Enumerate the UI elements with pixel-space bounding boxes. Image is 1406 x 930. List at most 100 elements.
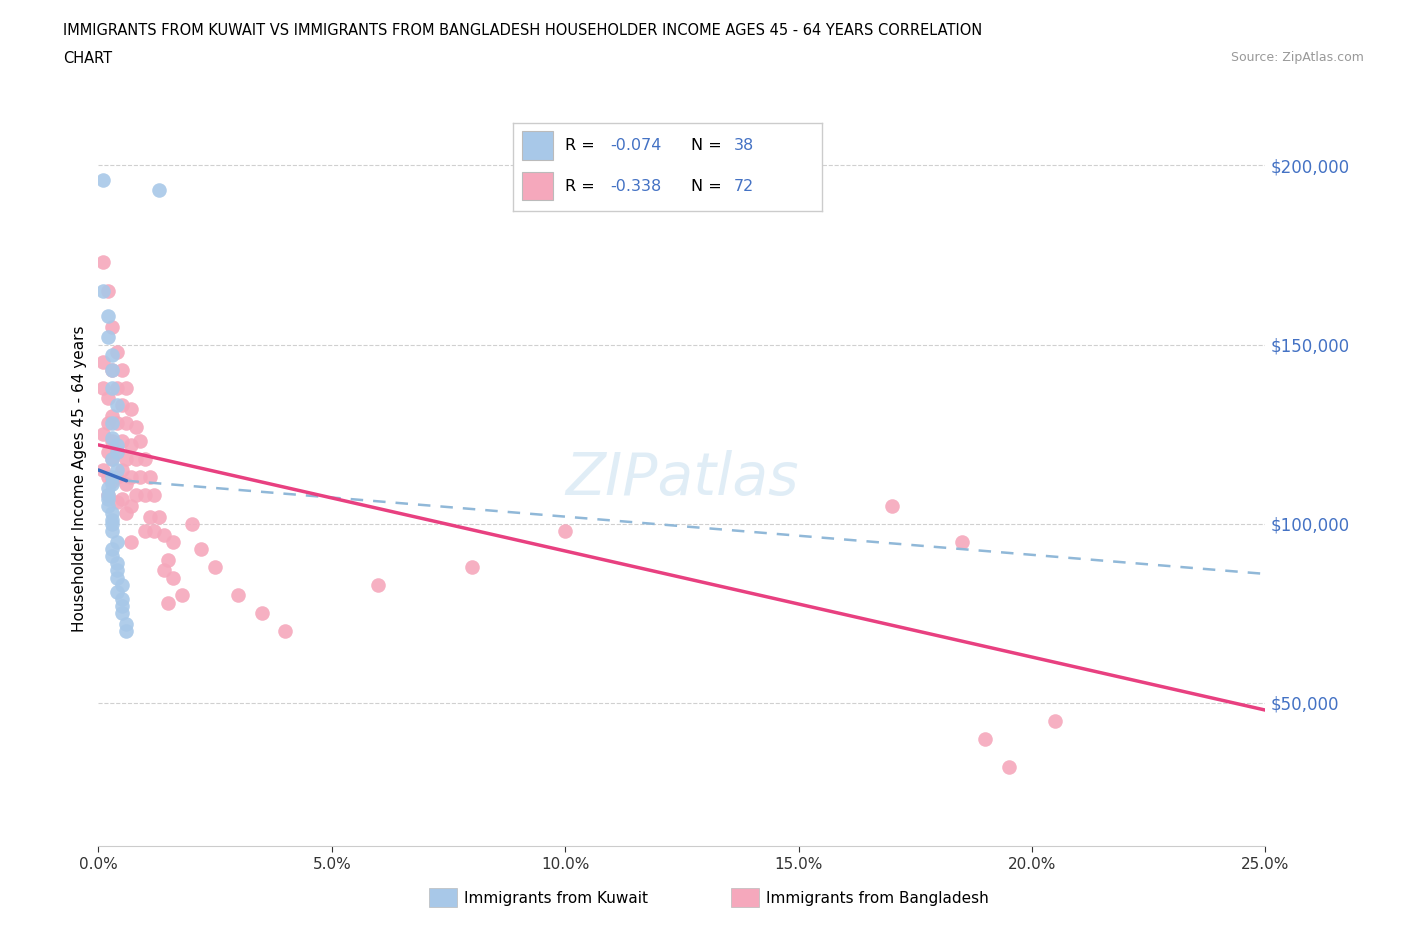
- Point: [125, 452, 148, 467]
- Point: [105, 563, 128, 578]
- Point: [97, 487, 120, 502]
- Text: Source: ZipAtlas.com: Source: ZipAtlas.com: [1230, 51, 1364, 64]
- Point: [105, 380, 128, 395]
- Point: [101, 470, 124, 485]
- Point: [105, 437, 128, 452]
- Point: [125, 419, 148, 434]
- Point: [115, 477, 138, 492]
- Point: [97, 491, 120, 506]
- Point: [120, 534, 142, 549]
- Point: [97, 330, 120, 345]
- Point: [105, 398, 128, 413]
- Point: [148, 509, 170, 524]
- Point: [129, 434, 152, 449]
- Point: [115, 380, 138, 395]
- Point: [228, 588, 250, 603]
- Point: [111, 578, 134, 592]
- Point: [111, 491, 134, 506]
- Text: Immigrants from Kuwait: Immigrants from Kuwait: [464, 891, 648, 906]
- Point: [129, 470, 152, 485]
- Point: [152, 527, 174, 542]
- Point: [950, 534, 973, 549]
- Point: [190, 541, 212, 556]
- Point: [111, 591, 134, 606]
- Point: [97, 284, 120, 299]
- Point: [101, 541, 124, 556]
- Point: [105, 445, 128, 459]
- Point: [97, 498, 120, 513]
- Point: [101, 549, 124, 564]
- Point: [120, 402, 142, 417]
- Point: [120, 498, 142, 513]
- Point: [111, 398, 134, 413]
- Point: [120, 470, 142, 485]
- Point: [105, 470, 128, 485]
- Text: IMMIGRANTS FROM KUWAIT VS IMMIGRANTS FROM BANGLADESH HOUSEHOLDER INCOME AGES 45 : IMMIGRANTS FROM KUWAIT VS IMMIGRANTS FRO…: [63, 23, 983, 38]
- Point: [101, 506, 124, 521]
- Point: [91, 427, 114, 442]
- Point: [105, 462, 128, 477]
- Point: [554, 524, 576, 538]
- Point: [172, 588, 194, 603]
- Point: [97, 391, 120, 405]
- Point: [101, 473, 124, 488]
- Text: Immigrants from Bangladesh: Immigrants from Bangladesh: [766, 891, 988, 906]
- Point: [91, 462, 114, 477]
- Point: [139, 470, 162, 485]
- Point: [101, 362, 124, 377]
- Point: [105, 534, 128, 549]
- Point: [101, 416, 124, 431]
- Point: [101, 434, 124, 449]
- Point: [120, 437, 142, 452]
- Point: [105, 584, 128, 599]
- Point: [101, 477, 124, 492]
- Point: [162, 534, 184, 549]
- Point: [101, 409, 124, 424]
- Point: [111, 362, 134, 377]
- Point: [115, 617, 138, 631]
- Point: [101, 452, 124, 467]
- Point: [162, 570, 184, 585]
- Point: [105, 445, 128, 459]
- Point: [115, 624, 138, 639]
- Point: [115, 452, 138, 467]
- Point: [105, 416, 128, 431]
- Text: ZIPatlas: ZIPatlas: [565, 450, 799, 508]
- Point: [111, 462, 134, 477]
- Point: [974, 731, 997, 746]
- Point: [134, 487, 156, 502]
- Y-axis label: Householder Income Ages 45 - 64 years: Householder Income Ages 45 - 64 years: [72, 326, 87, 632]
- Point: [134, 452, 156, 467]
- Point: [148, 183, 170, 198]
- Point: [157, 552, 180, 567]
- Point: [143, 487, 166, 502]
- Point: [101, 431, 124, 445]
- Point: [101, 512, 124, 527]
- Point: [1045, 713, 1067, 728]
- Point: [134, 524, 156, 538]
- Point: [143, 524, 166, 538]
- Point: [101, 319, 124, 334]
- Point: [91, 284, 114, 299]
- Point: [105, 495, 128, 510]
- Point: [157, 595, 180, 610]
- Point: [367, 578, 389, 592]
- Point: [101, 516, 124, 531]
- Point: [152, 563, 174, 578]
- Point: [97, 470, 120, 485]
- Point: [274, 624, 297, 639]
- Point: [101, 524, 124, 538]
- Point: [97, 487, 120, 502]
- Point: [105, 344, 128, 359]
- Point: [97, 481, 120, 496]
- Point: [880, 498, 903, 513]
- Point: [97, 445, 120, 459]
- Point: [97, 416, 120, 431]
- Point: [101, 452, 124, 467]
- Point: [91, 380, 114, 395]
- Point: [115, 416, 138, 431]
- Point: [91, 355, 114, 370]
- Point: [111, 599, 134, 614]
- Point: [97, 309, 120, 324]
- Point: [105, 556, 128, 571]
